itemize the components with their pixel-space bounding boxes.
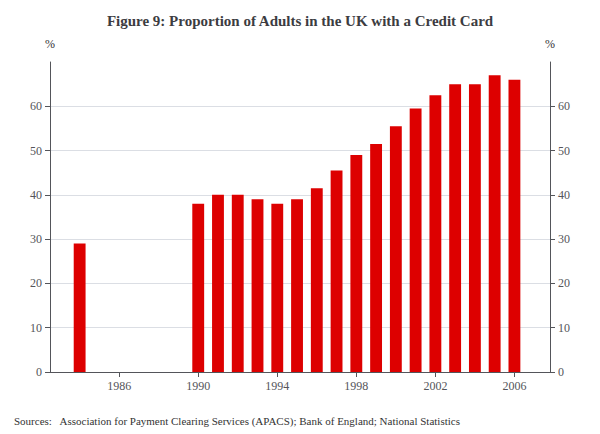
svg-text:50: 50 <box>558 144 570 158</box>
svg-text:10: 10 <box>30 321 42 335</box>
svg-text:0: 0 <box>558 365 564 379</box>
svg-text:30: 30 <box>558 232 570 246</box>
svg-text:1990: 1990 <box>186 379 210 393</box>
svg-text:50: 50 <box>30 144 42 158</box>
svg-text:2006: 2006 <box>502 379 526 393</box>
svg-text:20: 20 <box>558 276 570 290</box>
svg-text:30: 30 <box>30 232 42 246</box>
svg-text:%: % <box>45 37 55 51</box>
svg-text:20: 20 <box>30 276 42 290</box>
svg-text:2002: 2002 <box>423 379 447 393</box>
svg-text:60: 60 <box>558 99 570 113</box>
svg-text:%: % <box>545 37 555 51</box>
svg-text:60: 60 <box>30 99 42 113</box>
svg-text:1994: 1994 <box>265 379 289 393</box>
svg-text:10: 10 <box>558 321 570 335</box>
svg-text:Figure 9: Proportion of Adults: Figure 9: Proportion of Adults in the UK… <box>107 13 494 29</box>
svg-text:0: 0 <box>36 365 42 379</box>
svg-text:40: 40 <box>558 188 570 202</box>
svg-text:1986: 1986 <box>107 379 131 393</box>
svg-text:40: 40 <box>30 188 42 202</box>
svg-text:Sources: Association for Pay: Sources: Association for Payment Clearin… <box>14 415 460 428</box>
svg-text:1998: 1998 <box>344 379 368 393</box>
